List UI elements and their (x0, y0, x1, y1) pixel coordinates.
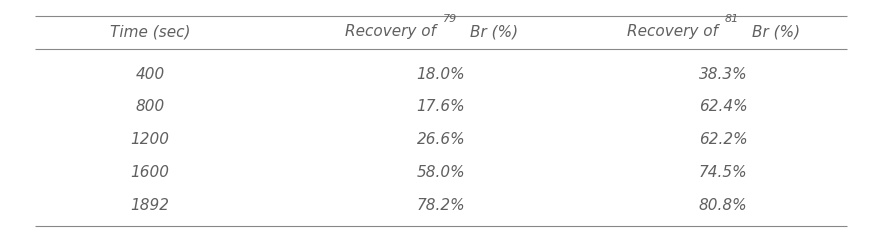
Text: Br (%): Br (%) (752, 24, 801, 39)
Text: 80.8%: 80.8% (699, 198, 748, 213)
Text: Recovery of: Recovery of (345, 24, 441, 39)
Text: 18.0%: 18.0% (416, 67, 466, 82)
Text: 81: 81 (725, 14, 739, 24)
Text: 400: 400 (135, 67, 165, 82)
Text: Br (%): Br (%) (470, 24, 519, 39)
Text: 1600: 1600 (131, 165, 169, 180)
Text: 58.0%: 58.0% (416, 165, 466, 180)
Text: 38.3%: 38.3% (699, 67, 748, 82)
Text: 62.4%: 62.4% (699, 99, 748, 114)
Text: 1892: 1892 (131, 198, 169, 213)
Text: Recovery of: Recovery of (627, 24, 723, 39)
Text: 78.2%: 78.2% (416, 198, 466, 213)
Text: 1200: 1200 (131, 132, 169, 147)
Text: 17.6%: 17.6% (416, 99, 466, 114)
Text: 800: 800 (135, 99, 165, 114)
Text: 62.2%: 62.2% (699, 132, 748, 147)
Text: 79: 79 (443, 14, 457, 24)
Text: 74.5%: 74.5% (699, 165, 748, 180)
Text: 26.6%: 26.6% (416, 132, 466, 147)
Text: Time (sec): Time (sec) (109, 24, 191, 39)
